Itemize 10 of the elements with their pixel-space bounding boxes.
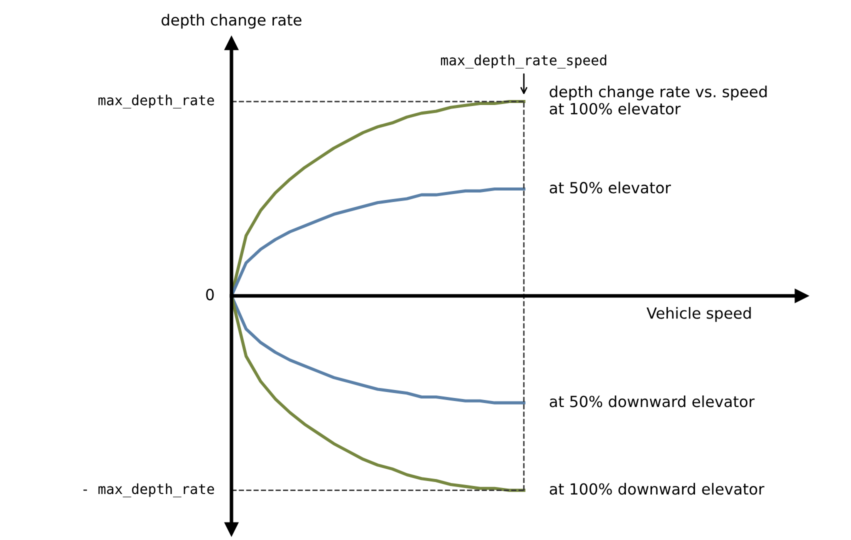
text: 0	[206, 288, 214, 300]
ref-line-label: - max_depth_rate	[83, 483, 214, 498]
text: depth change rate vs. speed at 100% elevator	[550, 86, 767, 115]
text: at 50% downward elevator	[550, 395, 755, 408]
ref-line-label: max_depth_rate	[98, 94, 214, 108]
text: max_depth_rate_speed	[440, 54, 606, 68]
text: at 50% elevator	[550, 182, 671, 194]
y-axis-title: depth change rate	[162, 14, 302, 29]
text: at 100% downward elevator	[550, 482, 764, 495]
text: Vehicle speed	[646, 307, 751, 322]
